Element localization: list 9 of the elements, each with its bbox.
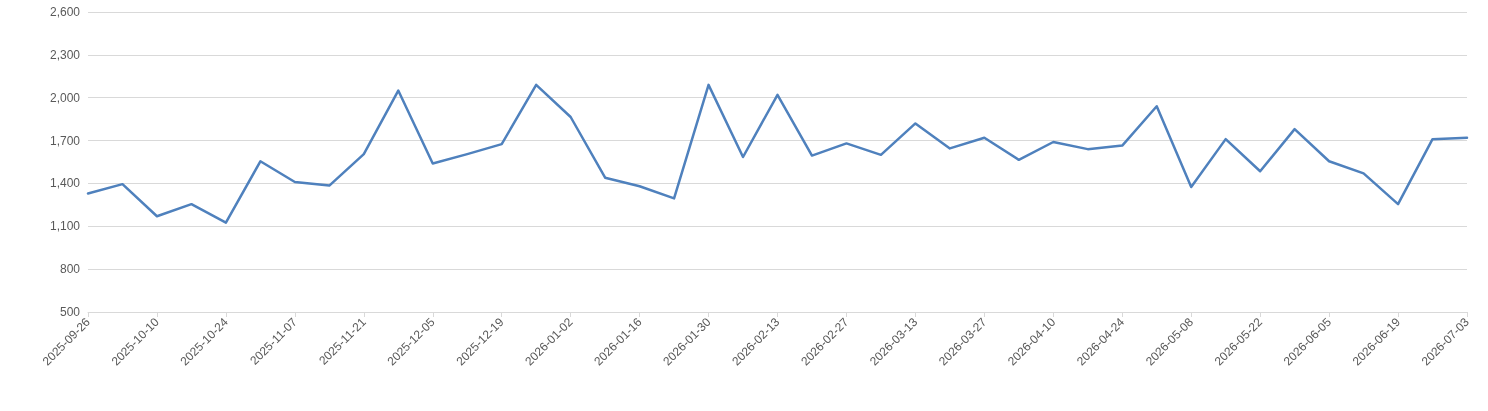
y-tick-label: 1,400: [49, 176, 81, 191]
y-tick-label: 1,100: [49, 219, 81, 234]
y-tick-label: 1,700: [49, 133, 81, 148]
y-tick-label: 2,300: [49, 47, 81, 62]
y-tick-label: 2,000: [49, 90, 81, 105]
y-tick-label: 800: [59, 262, 81, 277]
y-tick-label: 500: [59, 305, 81, 319]
line-series: [86, 83, 1469, 224]
y-tick-label: 2,600: [49, 5, 81, 19]
